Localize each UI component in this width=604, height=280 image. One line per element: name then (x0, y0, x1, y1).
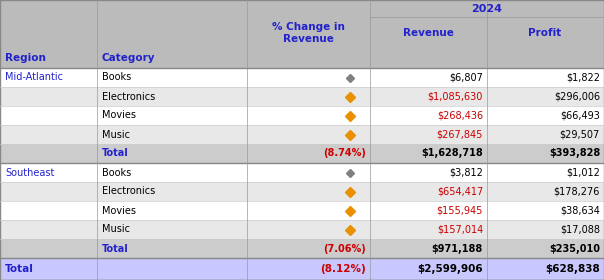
Text: Electronics: Electronics (102, 92, 155, 102)
Text: Music: Music (102, 129, 130, 139)
Text: $971,188: $971,188 (432, 244, 483, 253)
Text: Books: Books (102, 167, 131, 178)
Bar (0, 87, 604, 106)
Bar (0, 18, 604, 48)
Text: (8.12%): (8.12%) (320, 264, 366, 274)
Bar (0, 144, 604, 163)
Text: Movies: Movies (102, 206, 136, 216)
Text: $1,822: $1,822 (566, 73, 600, 83)
Bar (0, 106, 604, 125)
Text: Mid-Atlantic: Mid-Atlantic (5, 73, 63, 83)
Text: $178,276: $178,276 (554, 186, 600, 197)
Bar (0, 48, 604, 68)
Text: (7.06%): (7.06%) (323, 244, 366, 253)
Text: $628,838: $628,838 (545, 264, 600, 274)
Text: $2,599,906: $2,599,906 (417, 264, 483, 274)
Text: $1,085,630: $1,085,630 (428, 92, 483, 102)
Text: $235,010: $235,010 (549, 244, 600, 253)
Text: $1,628,718: $1,628,718 (421, 148, 483, 158)
Bar (0, 258, 604, 280)
Text: $267,845: $267,845 (437, 129, 483, 139)
Text: $157,014: $157,014 (437, 225, 483, 235)
Bar (0, 201, 604, 220)
Text: Profit: Profit (528, 28, 562, 38)
Text: Category: Category (102, 53, 155, 63)
Text: Region: Region (5, 53, 46, 63)
Text: (8.74%): (8.74%) (323, 148, 366, 158)
Text: Total: Total (102, 148, 129, 158)
Text: $6,807: $6,807 (449, 73, 483, 83)
Text: Music: Music (102, 225, 130, 235)
Bar (0, 68, 604, 87)
Bar (0, 163, 604, 182)
Bar (0, 220, 604, 239)
Text: $17,088: $17,088 (560, 225, 600, 235)
Text: $155,945: $155,945 (437, 206, 483, 216)
Text: $66,493: $66,493 (560, 111, 600, 120)
Text: Total: Total (5, 264, 34, 274)
Bar (0, 182, 604, 201)
Bar (0, 239, 604, 258)
Text: $3,812: $3,812 (449, 167, 483, 178)
Text: $29,507: $29,507 (560, 129, 600, 139)
Text: $296,006: $296,006 (554, 92, 600, 102)
Text: $654,417: $654,417 (437, 186, 483, 197)
Text: Southeast: Southeast (5, 167, 54, 178)
Text: Revenue: Revenue (402, 28, 454, 38)
Bar (0, 0, 604, 18)
Text: Movies: Movies (102, 111, 136, 120)
Text: Electronics: Electronics (102, 186, 155, 197)
Text: $1,012: $1,012 (566, 167, 600, 178)
Text: Total: Total (102, 244, 129, 253)
Text: $38,634: $38,634 (560, 206, 600, 216)
Bar (0, 125, 604, 144)
Text: Books: Books (102, 73, 131, 83)
Text: 2024: 2024 (472, 4, 503, 14)
Text: % Change in
Revenue: % Change in Revenue (272, 22, 344, 44)
Text: $268,436: $268,436 (437, 111, 483, 120)
Text: $393,828: $393,828 (549, 148, 600, 158)
